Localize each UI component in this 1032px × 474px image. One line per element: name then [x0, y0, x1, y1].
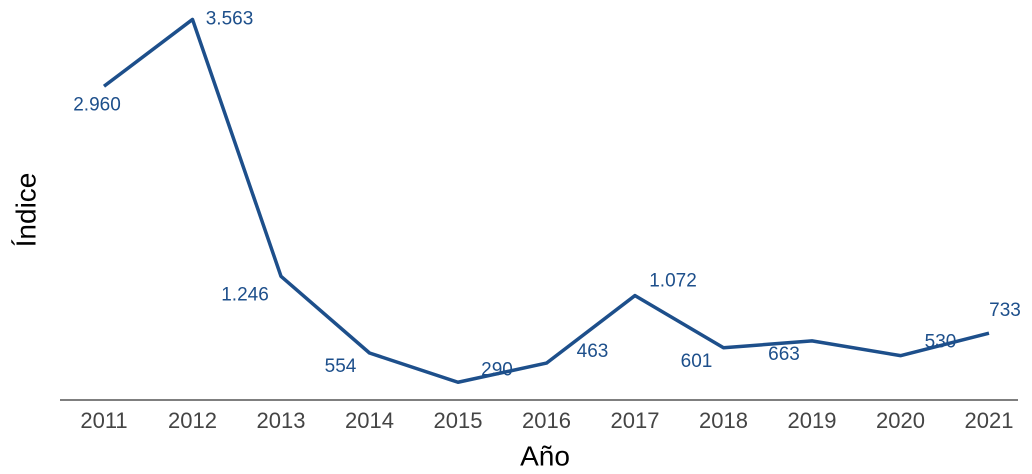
- x-tick-label: 2016: [522, 408, 571, 433]
- data-label: 733: [989, 300, 1021, 321]
- x-tick-label: 2020: [876, 408, 925, 433]
- x-tick-label: 2017: [611, 408, 660, 433]
- data-label: 463: [577, 341, 609, 362]
- x-tick-label: 2014: [345, 408, 394, 433]
- x-tick-label: 2021: [965, 408, 1014, 433]
- data-label: 554: [325, 356, 357, 377]
- data-label: 530: [925, 332, 957, 353]
- data-label: 1.246: [221, 284, 269, 305]
- x-axis-title: Año: [520, 440, 570, 471]
- x-tick-label: 2019: [788, 408, 837, 433]
- data-label: 2.960: [73, 94, 121, 115]
- x-tick-label: 2013: [257, 408, 306, 433]
- y-axis-title: Índice: [10, 173, 41, 248]
- data-label: 290: [481, 359, 513, 380]
- data-label: 663: [768, 344, 800, 365]
- data-label: 3.563: [206, 8, 254, 29]
- x-tick-label: 2011: [80, 408, 127, 433]
- x-tick-label: 2012: [168, 408, 217, 433]
- line: [102, 17, 990, 385]
- data-label: 1.072: [649, 271, 697, 292]
- x-tick-label: 2018: [699, 408, 748, 433]
- x-tick-label: 2015: [434, 408, 483, 433]
- data-label: 601: [681, 351, 713, 372]
